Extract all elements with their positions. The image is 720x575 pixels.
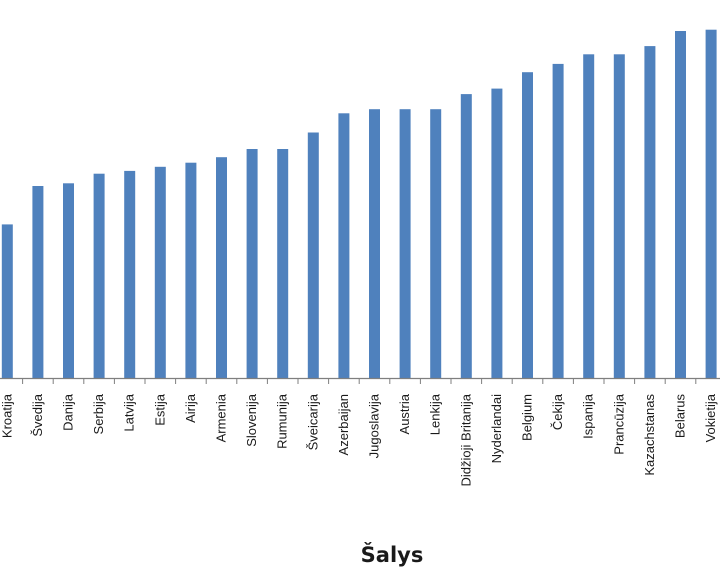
- x-axis-ticks: [22, 378, 697, 384]
- bar-13: [369, 109, 380, 378]
- bar-10: [277, 149, 289, 378]
- x-tick-label: Didžioji Britanija: [458, 393, 473, 486]
- bar-22: [644, 46, 656, 378]
- bar-15: [430, 109, 442, 378]
- x-tick-label: Lenkija: [428, 393, 443, 435]
- x-tick-labels: Kroatija Švedija Danija Serbija Latvija Estij…: [0, 393, 718, 486]
- x-tick-label: Belarus: [673, 394, 688, 439]
- x-tick-label: Rumunija: [275, 393, 290, 449]
- x-tick-label: Šveicarija: [305, 393, 320, 450]
- bar-2: [32, 186, 44, 378]
- bar-8: [216, 157, 227, 378]
- x-tick-label: Slovenija: [244, 393, 259, 447]
- x-tick-label: Airija: [183, 393, 198, 423]
- x-tick-label: Azerbaijan: [336, 394, 351, 455]
- bar-21: [613, 54, 625, 379]
- bar-9: [246, 149, 258, 378]
- x-tick-label: Švedija: [30, 393, 45, 436]
- bar-5: [124, 170, 136, 378]
- bar-14: [399, 109, 411, 378]
- bar-3: [63, 183, 74, 378]
- x-tick-label: Jugoslavija: [367, 393, 382, 458]
- bar-20: [583, 54, 595, 379]
- bar-19: [552, 63, 564, 379]
- x-tick-label: Austria: [397, 393, 412, 434]
- x-tick-label: Estija: [152, 393, 167, 426]
- bar-11: [307, 132, 319, 378]
- bar-7: [185, 162, 197, 378]
- bars-group: [1, 29, 717, 379]
- x-tick-label: Vokietija: [703, 393, 718, 442]
- x-axis-title: Šalys: [361, 542, 424, 567]
- x-tick-label: Danija: [61, 393, 76, 431]
- bar-4: [93, 173, 105, 378]
- bar-16: [460, 94, 472, 378]
- bar-6: [154, 166, 166, 378]
- bar-23: [675, 31, 686, 378]
- x-tick-label: Latvija: [122, 393, 137, 431]
- x-tick-label: Serbija: [91, 393, 106, 434]
- x-tick-label: Nyderlandai: [489, 394, 504, 463]
- x-tick-label: Belgium: [520, 394, 535, 441]
- x-tick-label: Ispanija: [581, 393, 596, 439]
- bar-17: [491, 88, 503, 378]
- x-tick-label: Čekija: [550, 393, 565, 430]
- bar-18: [522, 72, 533, 378]
- x-tick-label: Kroatija: [0, 393, 14, 438]
- bar-12: [338, 113, 350, 379]
- bar-24: [705, 29, 717, 378]
- x-tick-label: Prancūzija: [611, 393, 626, 454]
- x-tick-label: Armenia: [214, 393, 229, 442]
- bar-1: [1, 224, 13, 378]
- x-tick-label: Kazachstanas: [642, 394, 657, 476]
